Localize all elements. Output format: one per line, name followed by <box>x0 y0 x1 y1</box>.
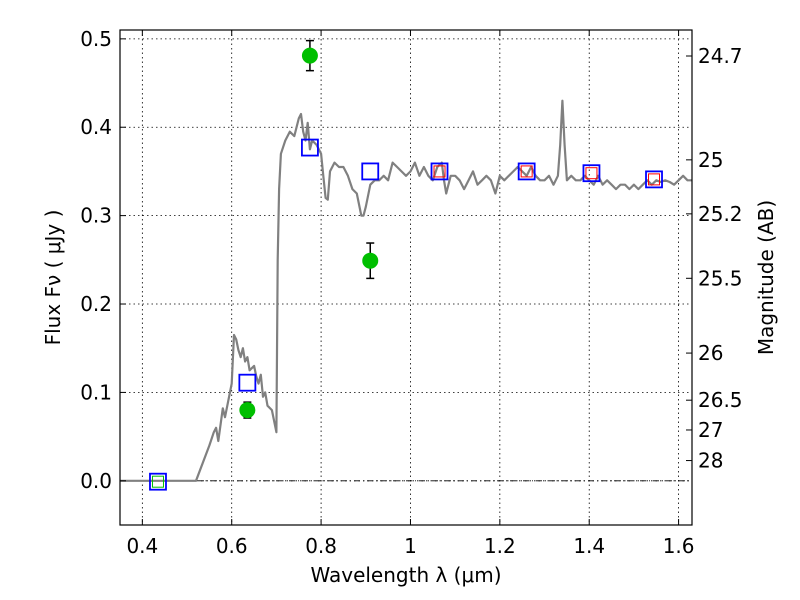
right-tick-label: 25 <box>698 148 723 172</box>
model-box <box>430 162 449 181</box>
x-axis-label: Wavelength λ (μm) <box>310 563 501 587</box>
right-tick-label: 25.2 <box>698 202 743 226</box>
model-photometry-layer <box>149 138 663 491</box>
x-tick-label: 1.4 <box>573 534 605 558</box>
y-tick-label: 0.1 <box>80 380 112 404</box>
right-tick-label: 26 <box>698 341 723 365</box>
right-tick-label: 27 <box>698 418 723 442</box>
axis-ticks: 0.4 0.6 0.8 1 1.2 1.4 1.6 0.0 0.1 0.2 0.3 0.4 0.5 24.… <box>80 27 742 558</box>
y-tick-label: 0.5 <box>80 27 112 51</box>
grid <box>120 30 692 525</box>
right-axis-label: Magnitude (AB) <box>754 200 778 355</box>
model-box <box>238 373 257 392</box>
y-tick-label: 0.4 <box>80 115 112 139</box>
x-tick-label: 0.6 <box>216 534 248 558</box>
observed-photometry-layer <box>239 39 379 419</box>
spectrum-line <box>120 99 692 482</box>
right-tick-label: 24.7 <box>698 44 743 68</box>
observed-point <box>301 47 318 64</box>
right-tick-label: 25.5 <box>698 266 743 290</box>
model-box <box>149 472 167 491</box>
model-box-inner <box>520 165 533 178</box>
model-box-inner <box>433 165 446 178</box>
x-tick-label: 0.4 <box>126 534 158 558</box>
y-axis-label: Flux Fν ( μJy ) <box>41 210 65 346</box>
observed-point <box>239 402 256 419</box>
plot-frame <box>119 29 693 526</box>
x-tick-label: 0.8 <box>305 534 337 558</box>
model-box <box>582 164 601 183</box>
model-box-inner <box>151 475 164 488</box>
right-tick-label: 28 <box>698 449 723 473</box>
observed-point <box>362 252 379 269</box>
model-box-inner <box>585 167 598 180</box>
model-box <box>301 138 319 157</box>
y-tick-label: 0.3 <box>80 204 112 228</box>
x-tick-label: 1.6 <box>663 534 695 558</box>
x-tick-label: 1.2 <box>484 534 516 558</box>
model-box <box>361 162 380 181</box>
spectrum-layer <box>120 99 692 482</box>
y-tick-label: 0.2 <box>80 292 112 316</box>
model-box <box>517 162 536 181</box>
right-tick-label: 26.5 <box>698 388 743 412</box>
model-box-inner <box>648 173 661 186</box>
model-box <box>645 170 663 189</box>
y-tick-label: 0.0 <box>80 469 112 493</box>
x-tick-label: 1 <box>404 534 417 558</box>
